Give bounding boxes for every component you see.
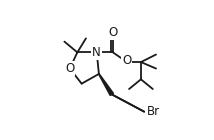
Text: O: O	[65, 62, 74, 75]
Text: O: O	[122, 54, 132, 67]
Polygon shape	[99, 74, 113, 95]
Text: Br: Br	[147, 105, 160, 118]
Text: O: O	[108, 26, 117, 39]
Text: N: N	[92, 46, 101, 59]
